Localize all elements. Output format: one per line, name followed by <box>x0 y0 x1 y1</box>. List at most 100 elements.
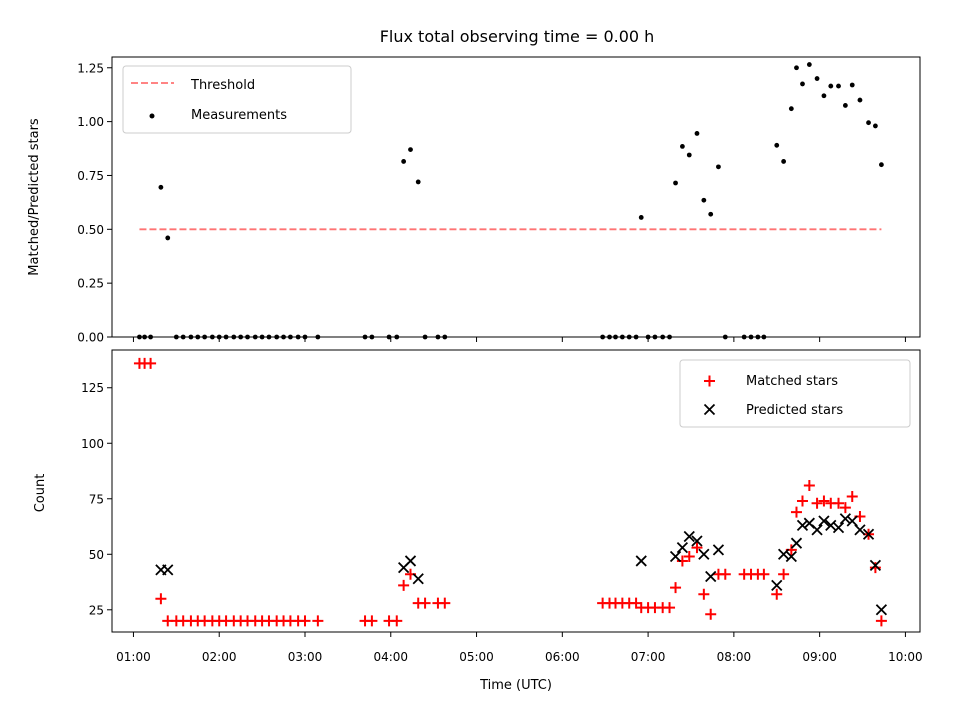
counts-x-tick-label: 09:00 <box>802 650 837 664</box>
legend-matched-swatch <box>704 375 715 387</box>
matched-star-point <box>790 506 802 518</box>
predicted-star-point <box>404 555 417 567</box>
matched-star-point <box>391 615 403 627</box>
measurement-point <box>701 197 707 203</box>
counts-y-tick-label: 50 <box>89 548 104 562</box>
predicted-star-point <box>162 564 174 576</box>
ratio-legend-box <box>122 65 352 134</box>
ratio-panel: 0.00 0.25 0.50 0.75 1.00 1.25 Matched/Predict… <box>27 56 921 345</box>
predicted-star-point <box>811 524 823 536</box>
counts-x-tick-label: 04:00 <box>373 650 408 664</box>
matched-star-point <box>664 602 676 614</box>
ratio-y-tick-label: 0.25 <box>77 277 104 291</box>
ratio-x-ticks <box>132 337 906 342</box>
ratio-y-tick-label: 0.50 <box>77 223 104 237</box>
measurement-point <box>800 81 805 87</box>
predicted-star-point <box>669 550 682 563</box>
legend-threshold-label: Threshold <box>190 78 255 93</box>
matched-star-point <box>846 491 858 503</box>
counts-panel: 25 50 75 100 125 01:00 02:00 03:00 04:00 05:00 06… <box>33 349 923 693</box>
legend-predicted-label: Predicted stars <box>746 403 843 418</box>
counts-legend: Matched stars Predicted stars <box>679 359 911 428</box>
measurement-point <box>165 235 171 241</box>
ratio-y-tick-label: 1.25 <box>77 61 104 75</box>
measurement-point <box>849 82 855 88</box>
predicted-star-point <box>854 524 866 536</box>
predicted-star-point <box>635 555 647 567</box>
matched-star-point <box>869 562 881 574</box>
matched-star-point <box>366 615 378 627</box>
counts-x-tick-label: 06:00 <box>545 650 580 664</box>
measurement-point <box>794 65 799 71</box>
predicted-star-point <box>712 544 725 556</box>
measurement-point <box>716 164 721 170</box>
counts-x-tick-label: 05:00 <box>459 650 494 664</box>
matched-star-point <box>839 502 851 514</box>
predicted-star-point <box>832 522 845 534</box>
matched-star-point <box>683 551 695 563</box>
matched-star-point <box>803 479 815 491</box>
ratio-y-tick-label: 0.75 <box>77 169 104 183</box>
legend-predicted-swatch <box>703 403 716 416</box>
ratio-legend: Threshold Measurements <box>122 65 352 134</box>
matched-star-point <box>398 579 410 591</box>
predicted-star-point <box>676 541 689 554</box>
predicted-star-point <box>683 530 695 543</box>
measurement-point <box>857 97 863 103</box>
matched-star-point <box>439 597 451 609</box>
counts-marks <box>133 357 888 627</box>
matched-star-point <box>796 495 808 507</box>
matched-star-point <box>698 588 710 600</box>
matched-star-point <box>299 615 311 627</box>
predicted-star-point <box>862 528 875 540</box>
counts-x-axis: 01:00 02:00 03:00 04:00 05:00 06:00 07:00 08:00… <box>116 632 923 664</box>
matched-star-point <box>670 582 682 594</box>
matched-star-point <box>758 568 770 580</box>
measurement-point <box>814 76 820 81</box>
predicted-star-point <box>796 519 809 532</box>
predicted-star-point <box>790 537 803 549</box>
counts-x-tick-label: 02:00 <box>202 650 237 664</box>
matched-star-point <box>312 615 324 627</box>
predicted-star-point <box>785 550 797 563</box>
counts-x-axis-label: Time (UTC) <box>479 678 552 693</box>
ratio-y-axis-label: Matched/Predicted stars <box>27 118 42 276</box>
matched-star-point <box>875 615 887 627</box>
matched-star-point <box>778 568 790 580</box>
counts-y-tick-label: 25 <box>89 603 104 617</box>
measurement-point <box>415 179 421 185</box>
matched-star-point <box>155 593 167 605</box>
measurement-point <box>694 131 700 136</box>
counts-x-tick-label: 08:00 <box>717 650 752 664</box>
predicted-star-point <box>698 548 710 560</box>
counts-y-axis: 25 50 75 100 125 <box>81 381 112 617</box>
measurement-point <box>401 159 407 164</box>
counts-y-tick-label: 100 <box>81 437 104 451</box>
counts-x-tick-label: 01:00 <box>116 650 151 664</box>
measurement-point <box>788 106 794 112</box>
measurement-point <box>673 180 678 186</box>
measurement-point <box>638 215 644 220</box>
measurement-point <box>866 120 871 126</box>
measurement-point <box>879 162 884 168</box>
counts-frame <box>111 349 921 633</box>
measurement-point <box>708 211 714 217</box>
legend-measurements-label: Measurements <box>191 108 287 123</box>
counts-y-axis-label: Count <box>33 474 48 513</box>
counts-x-tick-label: 07:00 <box>631 650 666 664</box>
measurement-point <box>158 184 164 190</box>
measurement-point <box>781 159 787 164</box>
ratio-y-tick-label: 1.00 <box>77 115 104 129</box>
measurement-point <box>774 142 780 148</box>
matched-star-point <box>771 588 783 600</box>
matched-star-point <box>811 497 823 509</box>
matched-star-point <box>818 495 830 507</box>
measurement-point <box>828 83 834 89</box>
predicted-star-point <box>705 570 717 583</box>
measurement-point <box>686 152 692 158</box>
matched-star-point <box>719 568 731 580</box>
matched-star-point <box>833 497 845 509</box>
counts-y-tick-label: 75 <box>89 492 104 506</box>
counts-legend-box <box>679 359 911 428</box>
